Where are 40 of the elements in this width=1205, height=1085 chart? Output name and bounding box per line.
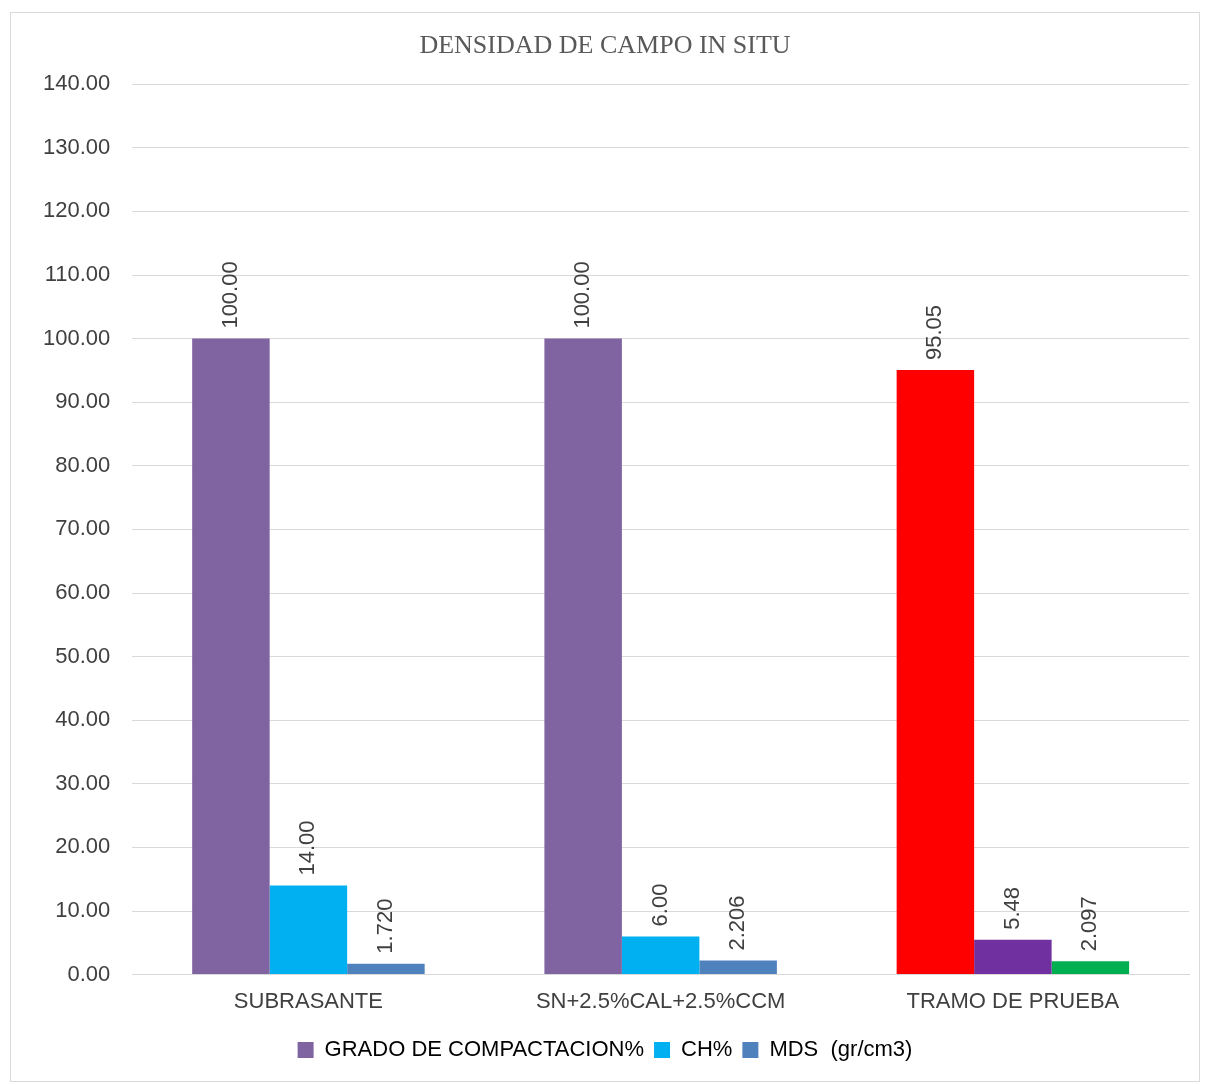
bar [347,963,425,975]
y-tick-label: 130.00 [42,133,111,159]
y-tick-label: 120.00 [42,197,111,223]
bar [269,885,348,975]
legend-label: GRADO DE COMPACTACION% [324,1036,645,1062]
data-label: 95.05 [921,305,947,361]
y-tick-label: 110.00 [44,261,111,287]
bar [544,338,622,975]
y-tick-label: 10.00 [55,897,111,923]
x-tick-label: SUBRASANTE [233,987,383,1013]
legend-label: MDS (gr/cm3) [769,1036,913,1062]
chart-title: DENSIDAD DE CAMPO IN SITU [419,30,791,60]
y-tick-label: 40.00 [55,706,111,732]
y-tick-label: 70.00 [55,515,111,541]
y-tick-label: 140.00 [42,70,111,96]
data-label: 2.097 [1076,896,1102,952]
x-tick-label: TRAMO DE PRUEBA [906,987,1120,1013]
y-tick-label: 80.00 [55,451,111,477]
data-label: 2.206 [724,895,750,951]
y-tick-label: 90.00 [55,388,111,414]
bar [896,370,975,975]
y-tick-label: 0.00 [67,960,111,986]
y-tick-label: 30.00 [55,769,111,795]
bar [621,936,700,975]
bar [974,939,1052,975]
data-label: 100.00 [216,261,242,329]
data-label: 100.00 [569,261,595,329]
y-tick-label: 20.00 [55,833,111,859]
legend-label: CH% [681,1036,733,1062]
y-tick-label: 60.00 [55,579,111,605]
data-label: 1.720 [371,898,397,954]
bar [699,960,777,975]
bar [192,338,270,975]
data-label: 6.00 [646,883,672,927]
data-label: 14.00 [294,820,320,876]
x-tick-label: SN+2.5%CAL+2.5%CCM [535,987,786,1013]
data-label: 5.48 [998,886,1024,930]
y-tick-label: 100.00 [42,324,111,350]
bar [1051,961,1130,975]
y-tick-label: 50.00 [55,642,111,668]
